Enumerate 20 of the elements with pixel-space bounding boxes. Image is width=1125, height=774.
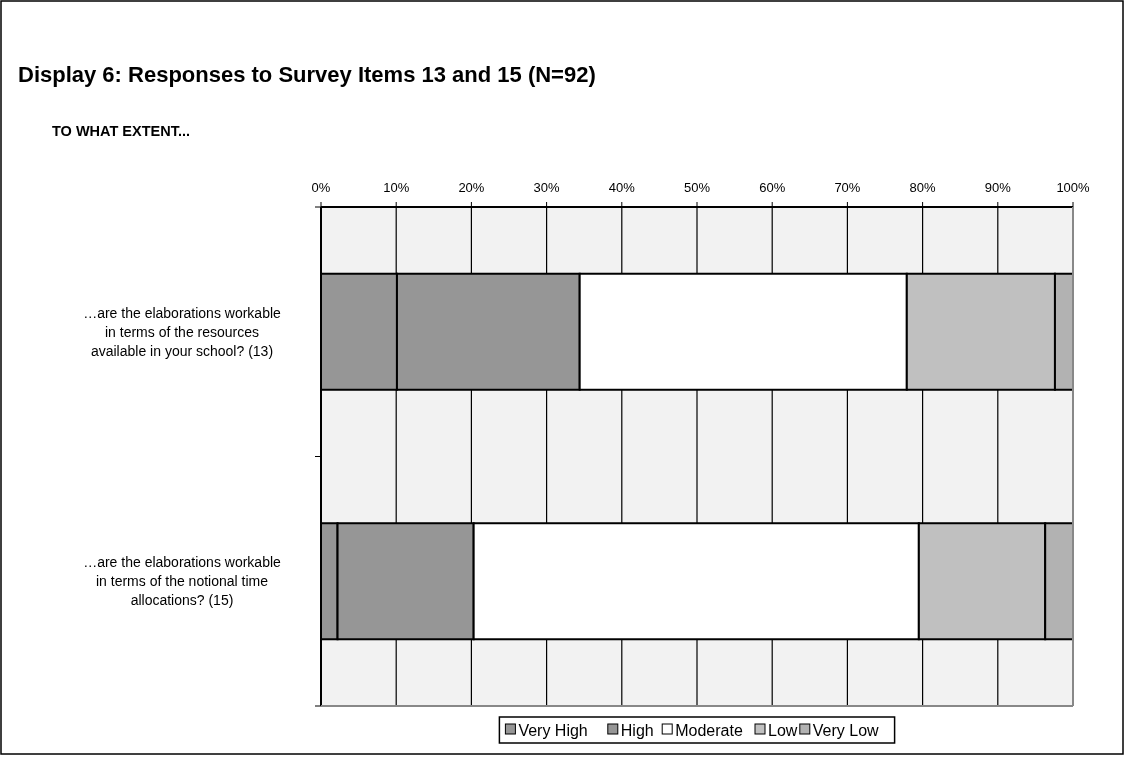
legend-label: Very High (518, 722, 588, 739)
x-tick-label: 30% (533, 180, 561, 195)
x-tick-label: 50% (683, 180, 711, 195)
x-tick-label: 0% (311, 180, 331, 195)
x-tick-label: 60% (759, 180, 786, 195)
y-tick-label: …are the elaborations workable in terms of the notional time allocations? (15) (83, 554, 282, 609)
x-tick-label: 20% (458, 180, 485, 195)
x-tick-label: 10% (383, 180, 410, 195)
x-tick-label: 70% (834, 180, 861, 195)
x-tick-label: 40% (608, 180, 636, 195)
legend-label: Moderate (675, 722, 743, 739)
x-tick-label: 100% (1056, 180, 1091, 195)
legend-label: High (620, 722, 654, 739)
x-tick-label: 90% (984, 180, 1012, 195)
legend-label: Low (768, 722, 798, 739)
x-tick-label: 80% (909, 180, 937, 195)
chart-title: Display 6: Responses to Survey Items 13 and 15 (N=92) (18, 62, 596, 87)
text: TO WHAT EXTENT... (52, 123, 191, 139)
legend-label: Very Low (812, 722, 880, 739)
y-tick-label: …are the elaborations workable in terms of the resources available in your school? (13) (83, 304, 282, 359)
